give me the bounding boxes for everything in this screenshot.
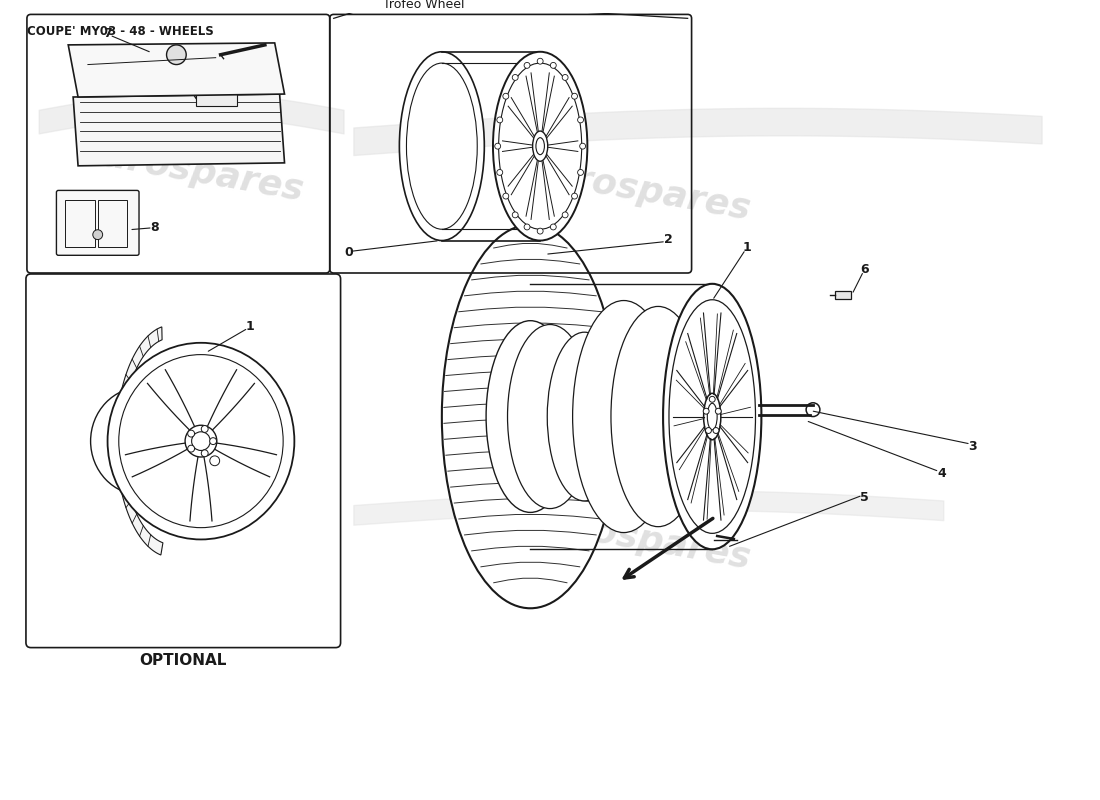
Circle shape: [713, 427, 719, 434]
Circle shape: [524, 62, 530, 68]
Circle shape: [188, 430, 195, 437]
Circle shape: [572, 94, 578, 99]
Circle shape: [537, 228, 543, 234]
Ellipse shape: [399, 52, 484, 241]
Bar: [65, 200, 95, 247]
FancyBboxPatch shape: [56, 190, 139, 255]
Circle shape: [562, 212, 568, 218]
Circle shape: [503, 193, 509, 199]
Text: eurospares: eurospares: [522, 503, 754, 576]
Circle shape: [705, 427, 712, 434]
Text: COUPE' MY03 - 48 - WHEELS: COUPE' MY03 - 48 - WHEELS: [26, 26, 213, 38]
Circle shape: [537, 58, 543, 64]
Text: eurospares: eurospares: [76, 134, 307, 207]
Ellipse shape: [108, 343, 295, 539]
Circle shape: [201, 426, 208, 433]
Circle shape: [524, 224, 530, 230]
Text: 6: 6: [860, 262, 869, 275]
Circle shape: [715, 408, 722, 414]
Text: 2: 2: [663, 233, 672, 246]
Ellipse shape: [507, 325, 593, 509]
Bar: [196, 84, 238, 106]
Circle shape: [578, 117, 583, 123]
Ellipse shape: [573, 301, 675, 533]
Polygon shape: [116, 327, 163, 555]
Ellipse shape: [663, 284, 761, 550]
Circle shape: [503, 94, 509, 99]
Circle shape: [703, 408, 710, 414]
Circle shape: [710, 396, 715, 402]
Bar: [98, 200, 128, 247]
Text: 8: 8: [151, 222, 160, 234]
Text: 1: 1: [245, 319, 254, 333]
Circle shape: [495, 143, 500, 149]
Text: 0: 0: [344, 246, 353, 259]
Circle shape: [166, 45, 186, 65]
Circle shape: [572, 193, 578, 199]
Circle shape: [201, 450, 208, 457]
Circle shape: [550, 62, 557, 68]
Ellipse shape: [194, 78, 238, 106]
Text: eurospares: eurospares: [522, 154, 754, 227]
Circle shape: [562, 74, 568, 80]
Text: 5: 5: [860, 490, 869, 504]
Circle shape: [497, 170, 503, 175]
Text: 4: 4: [937, 467, 946, 480]
Text: Trofeo Wheel: Trofeo Wheel: [383, 0, 464, 11]
Circle shape: [513, 74, 518, 80]
Circle shape: [550, 224, 557, 230]
Circle shape: [578, 170, 583, 175]
Circle shape: [497, 117, 503, 123]
Circle shape: [92, 230, 102, 239]
Ellipse shape: [442, 225, 619, 608]
Ellipse shape: [90, 387, 194, 495]
Text: OPTIONAL: OPTIONAL: [140, 653, 227, 668]
Circle shape: [580, 143, 585, 149]
Polygon shape: [73, 94, 285, 166]
Ellipse shape: [547, 332, 622, 501]
Text: 3: 3: [968, 439, 977, 453]
Ellipse shape: [610, 306, 705, 526]
Bar: [835, 290, 851, 298]
Text: 1: 1: [742, 241, 751, 254]
Ellipse shape: [486, 321, 574, 513]
Circle shape: [513, 212, 518, 218]
Circle shape: [210, 438, 217, 445]
Circle shape: [188, 445, 195, 452]
Ellipse shape: [493, 52, 587, 241]
Text: 7: 7: [103, 26, 112, 39]
Polygon shape: [68, 43, 285, 97]
